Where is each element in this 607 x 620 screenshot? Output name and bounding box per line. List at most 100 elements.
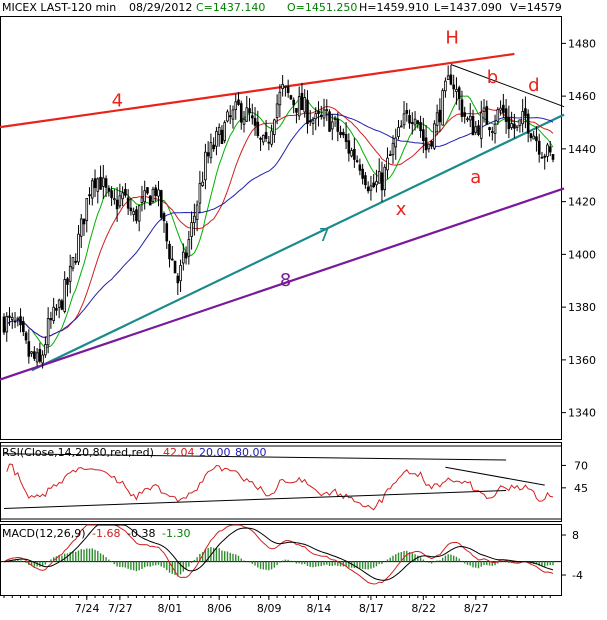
candle-body: [193, 215, 196, 224]
candle-body: [386, 157, 389, 171]
candle-body: [190, 222, 193, 237]
candle-body: [502, 104, 505, 113]
candle-body: [482, 107, 486, 112]
candle-body: [336, 118, 340, 132]
annotation-label: d: [528, 75, 539, 96]
candle-body: [132, 211, 135, 215]
time-axis: 7/24 7/27 8/01 8/06 8/09 8/14 8/17 8/22 8/27: [3, 596, 551, 615]
candle-body: [394, 137, 398, 148]
candle-body: [278, 91, 282, 106]
time-tick-label: 8/27: [464, 602, 489, 615]
rsi-line: [6, 463, 554, 511]
candle-body: [477, 125, 480, 135]
candle-body: [372, 182, 375, 188]
candle-body: [239, 103, 243, 123]
rsi-upper: 80.00: [235, 446, 267, 459]
candle-body: [413, 118, 417, 126]
candle-body: [173, 260, 177, 274]
candle-body: [159, 190, 163, 218]
candle-body: [358, 164, 362, 171]
candle-body: [176, 275, 180, 284]
candle-body: [8, 315, 11, 318]
trendline: [450, 64, 565, 108]
candle-body: [405, 110, 409, 114]
candle-body: [551, 154, 555, 160]
candle-body: [521, 111, 524, 125]
candle-body: [460, 99, 464, 117]
candle-body: [286, 86, 290, 94]
candle-body: [250, 115, 254, 119]
price-tick-label: 1400: [568, 248, 596, 261]
annotation-label: x: [396, 199, 407, 220]
candle-body: [264, 132, 268, 139]
candle-body: [314, 113, 318, 120]
candle-body: [471, 116, 475, 136]
candle-body: [388, 154, 392, 156]
candle-body: [55, 308, 58, 311]
macd-label: MACD(12,26,9): [2, 527, 86, 540]
candle-body: [300, 92, 304, 111]
candle-body: [99, 176, 102, 190]
candle-body: [82, 218, 86, 225]
candle-body: [402, 113, 406, 126]
candle-body: [24, 332, 28, 341]
candle-body: [137, 205, 141, 222]
candle-body: [504, 108, 508, 122]
candle-body: [546, 144, 549, 157]
annotation-label: 4: [112, 91, 123, 112]
candle-body: [88, 194, 91, 197]
candle-body: [543, 155, 547, 158]
rsi-trendline: [3, 453, 507, 461]
candle-body: [311, 119, 315, 124]
candle-body: [168, 243, 171, 260]
header-high: H=1459.910: [359, 1, 429, 14]
candle-body: [104, 178, 108, 188]
candle-body: [350, 150, 353, 157]
candle-body: [281, 84, 284, 89]
candle-body: [165, 223, 169, 242]
macd-line: [3, 524, 554, 585]
candle-body: [526, 113, 530, 134]
macd-tick-label: 8: [572, 529, 579, 542]
candle-body: [515, 125, 519, 128]
price-tick-label: 1460: [568, 90, 596, 103]
trendline: [0, 52, 515, 129]
annotation-label: 7: [319, 225, 330, 246]
candle-body: [380, 172, 384, 191]
candle-body: [49, 318, 53, 321]
candle-body: [430, 141, 433, 147]
price-axis: 1340 1360 1380 1400 1420 1440 1460 1480 45 70 8 -4: [562, 37, 596, 582]
candle-body: [292, 99, 295, 106]
candle-body: [433, 123, 436, 149]
candle-body: [140, 197, 144, 203]
candle-body: [201, 181, 204, 186]
candle-body: [513, 123, 516, 129]
grid: [1, 445, 561, 563]
candle-body: [162, 213, 166, 222]
candle-body: [308, 120, 312, 123]
candle-body: [179, 264, 182, 282]
price-tick-label: 1420: [568, 196, 596, 209]
candle-body: [446, 75, 450, 80]
candle-body: [118, 195, 122, 207]
candle-body: [90, 180, 94, 199]
candle-body: [361, 168, 364, 179]
time-tick-label: 8/22: [411, 602, 436, 615]
candle-body: [438, 109, 442, 123]
annotation-label: H: [445, 27, 459, 48]
candle-body: [366, 186, 370, 192]
candle-body: [102, 177, 105, 187]
candle-body: [306, 99, 309, 125]
price-tick-label: 1360: [568, 354, 596, 367]
rsi-lower: 20.00: [199, 446, 231, 459]
candle-body: [204, 151, 207, 181]
candle-body: [499, 107, 502, 111]
candle-body: [245, 107, 249, 122]
candle-body: [44, 344, 47, 356]
time-tick-label: 7/27: [108, 602, 133, 615]
candle-body: [35, 352, 39, 363]
candle-body: [455, 89, 458, 92]
trendlines: [0, 52, 565, 381]
candle-body: [339, 131, 342, 136]
candle-body: [129, 207, 133, 212]
